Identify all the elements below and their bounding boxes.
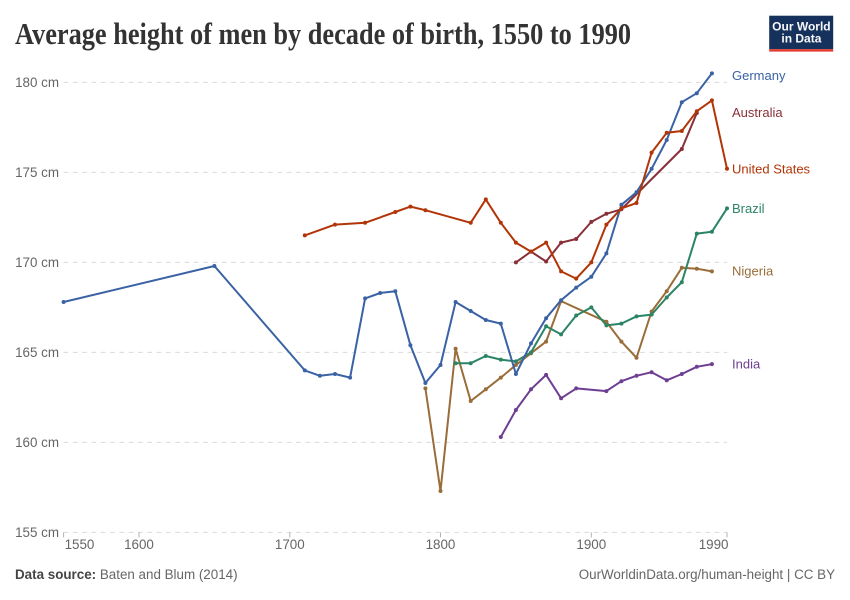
svg-text:165 cm: 165 cm	[15, 345, 59, 360]
svg-text:Nigeria: Nigeria	[732, 264, 774, 279]
svg-text:Our World: Our World	[772, 20, 830, 34]
svg-text:Germany: Germany	[732, 68, 786, 83]
svg-text:Brazil: Brazil	[732, 201, 765, 216]
svg-text:Data source: Baten and Blum (2: Data source: Baten and Blum (2014)	[15, 567, 238, 582]
svg-text:1900: 1900	[576, 537, 606, 552]
svg-text:1700: 1700	[275, 537, 305, 552]
svg-text:United States: United States	[732, 162, 811, 177]
svg-text:160 cm: 160 cm	[15, 435, 59, 450]
svg-text:OurWorldinData.org/human-heigh: OurWorldinData.org/human-height | CC BY	[579, 567, 835, 582]
svg-text:1550: 1550	[65, 537, 95, 552]
svg-text:170 cm: 170 cm	[15, 255, 59, 270]
svg-text:1990: 1990	[699, 537, 729, 552]
svg-text:Average height of men by decad: Average height of men by decade of birth…	[15, 17, 631, 51]
svg-text:155 cm: 155 cm	[15, 525, 59, 540]
svg-text:in Data: in Data	[781, 32, 821, 46]
svg-text:180 cm: 180 cm	[15, 75, 59, 90]
svg-text:1800: 1800	[426, 537, 456, 552]
svg-text:Australia: Australia	[732, 105, 783, 120]
svg-text:1600: 1600	[124, 537, 154, 552]
svg-text:175 cm: 175 cm	[15, 165, 59, 180]
svg-text:India: India	[732, 357, 761, 372]
